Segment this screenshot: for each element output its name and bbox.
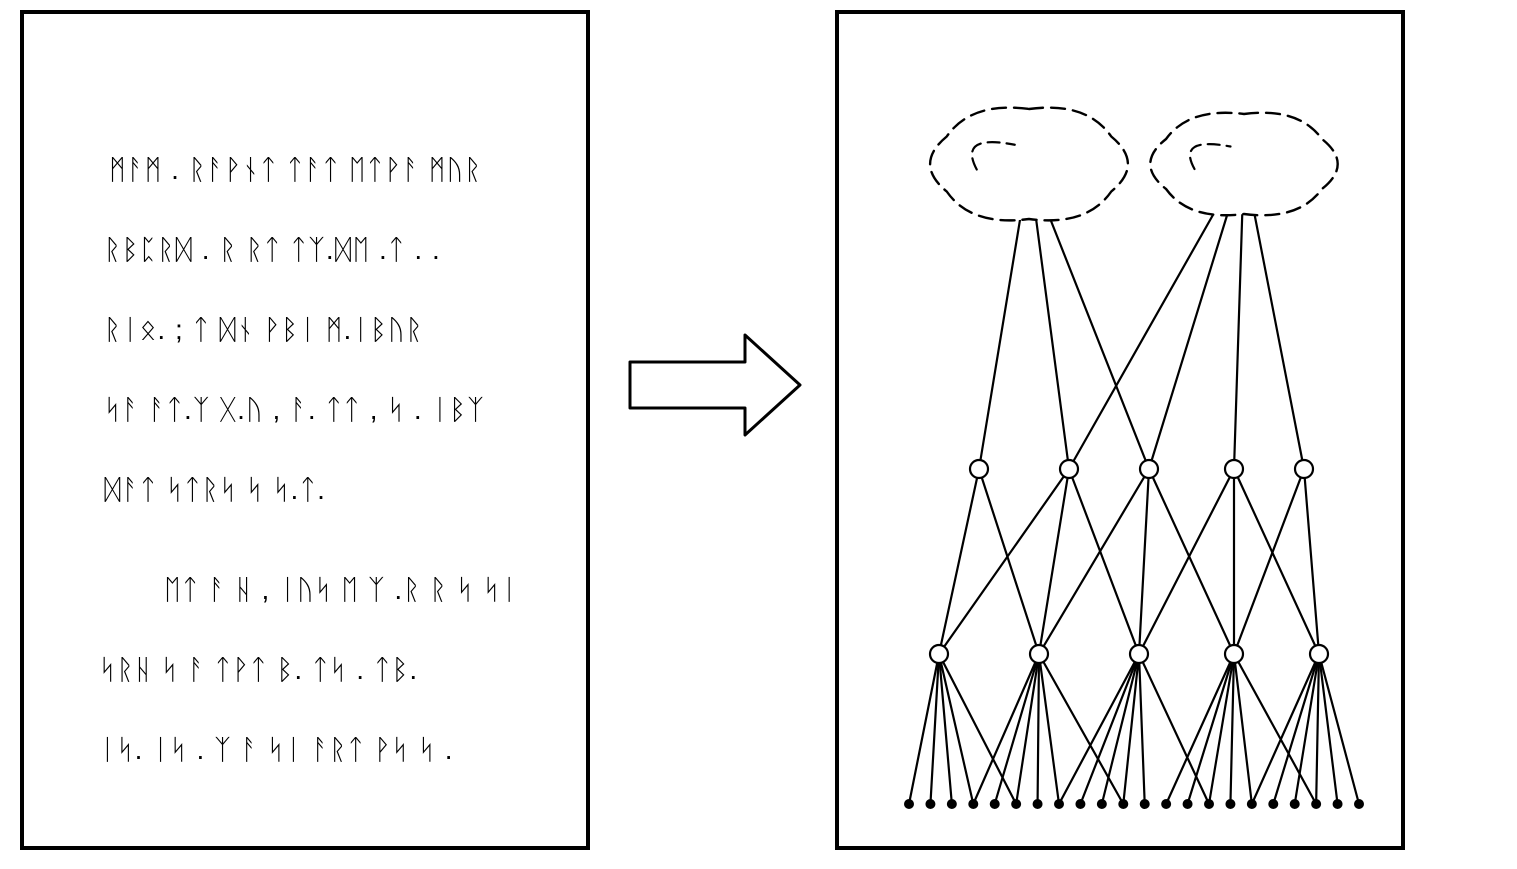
leaf-node: [1354, 799, 1364, 809]
leaf-node: [1333, 799, 1343, 809]
tree-node: [1140, 460, 1158, 478]
cloud-nodes: [930, 108, 1338, 221]
leaf-node: [1311, 799, 1321, 809]
leaf-node: [1118, 799, 1128, 809]
leaf-node: [1140, 799, 1150, 809]
leaf-node: [904, 799, 914, 809]
scribble-line: ᛁᛋ. ᛁᛋ . ᛉ ᚨ ᛋᛁ ᚨᚱᛏ ᚹᛋ ᛋ .: [99, 734, 454, 766]
transformation-arrow: [0, 0, 810, 445]
cloud-node: [1150, 113, 1337, 216]
scribble-line: ᛋᚱᚺ ᛋ ᚨ ᛏᚹᛏ ᛒ. ᛏᛋ . ᛏᛒ.: [99, 654, 418, 686]
leaf-node: [990, 799, 1000, 809]
tree-node: [1060, 460, 1078, 478]
leaf-nodes: [904, 799, 1364, 809]
scribble-line: ᛞᚨᛏ ᛋᛏᚱᛋ ᛋ ᛋ.ᛏ.: [104, 474, 326, 506]
leaf-node: [1225, 799, 1235, 809]
leaf-node: [1183, 799, 1193, 809]
figure-canvas: ᛗᚨᛗ . ᚱᚨᚹᚾᛏ ᛏᚨᛏ ᛖᛏᚹᚨ ᛗᚢᚱᚱᛒᛈᚱᛞ . ᚱ ᚱᛏ ᛏᛉ.…: [0, 0, 1517, 869]
tree-node: [1225, 460, 1243, 478]
tree-node: [1225, 645, 1243, 663]
tree-node: [970, 460, 988, 478]
leaf-node: [1247, 799, 1257, 809]
scribble-line: ᛖᛏ ᚨ ᚺ , ᛁᚢᛋ ᛖ ᛉ .ᚱ ᚱ ᛋ ᛋᛁ: [164, 574, 519, 606]
edges: [909, 207, 1359, 805]
leaf-node: [925, 799, 935, 809]
tree-node: [930, 645, 948, 663]
hierarchy-tree-panel: [835, 10, 1405, 850]
tree-node: [1030, 645, 1048, 663]
hierarchy-tree: [839, 14, 1409, 854]
leaf-node: [1033, 799, 1043, 809]
leaf-node: [1054, 799, 1064, 809]
leaf-node: [1011, 799, 1021, 809]
leaf-node: [1075, 799, 1085, 809]
tree-node: [1310, 645, 1328, 663]
leaf-node: [1097, 799, 1107, 809]
leaf-node: [968, 799, 978, 809]
cloud-node: [930, 108, 1128, 221]
tree-node: [1130, 645, 1148, 663]
tree-node: [1295, 460, 1313, 478]
leaf-node: [1161, 799, 1171, 809]
leaf-node: [947, 799, 957, 809]
leaf-node: [1268, 799, 1278, 809]
leaf-node: [1290, 799, 1300, 809]
leaf-node: [1204, 799, 1214, 809]
